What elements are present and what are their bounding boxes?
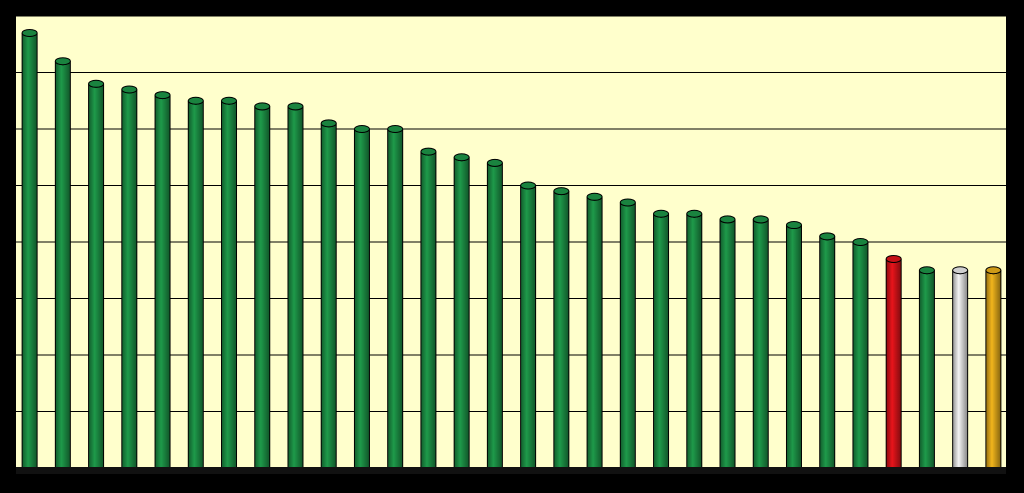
bar-cap bbox=[918, 266, 935, 275]
bar bbox=[985, 270, 1002, 469]
bar-cap bbox=[752, 215, 769, 224]
bar-cap bbox=[785, 221, 802, 230]
bar-cap bbox=[553, 187, 570, 196]
bar-cap bbox=[121, 85, 138, 94]
bar-cap bbox=[586, 192, 603, 201]
bar-cap bbox=[420, 147, 437, 156]
bar bbox=[121, 89, 138, 469]
bar bbox=[785, 224, 802, 469]
bar bbox=[88, 83, 105, 469]
bar-cap bbox=[819, 232, 836, 241]
bar-cap bbox=[154, 91, 171, 100]
bar bbox=[320, 123, 337, 469]
bar bbox=[586, 196, 603, 469]
bar-cap bbox=[387, 125, 404, 133]
bar bbox=[54, 61, 71, 469]
bar bbox=[752, 219, 769, 469]
bar bbox=[21, 32, 38, 469]
bar-cap bbox=[54, 57, 71, 66]
bar bbox=[221, 100, 238, 469]
bar-cap bbox=[287, 102, 304, 111]
bar-cap bbox=[453, 153, 470, 162]
bar-cap bbox=[254, 102, 271, 111]
bar-cap bbox=[353, 125, 370, 133]
bar bbox=[619, 202, 636, 469]
bar-cap bbox=[686, 209, 703, 218]
bar bbox=[719, 219, 736, 469]
bar bbox=[520, 185, 537, 469]
bar bbox=[420, 151, 437, 469]
bar-cap bbox=[952, 266, 969, 275]
bar bbox=[486, 162, 503, 469]
bar-cap bbox=[520, 181, 537, 190]
bar bbox=[686, 213, 703, 469]
bar bbox=[287, 106, 304, 469]
bar-cap bbox=[653, 209, 670, 218]
bar bbox=[819, 236, 836, 469]
bar bbox=[254, 106, 271, 469]
bar bbox=[187, 100, 204, 469]
bar-cap bbox=[221, 96, 238, 105]
bar-cap bbox=[21, 28, 38, 37]
bar bbox=[885, 258, 902, 469]
bar bbox=[918, 270, 935, 469]
bar bbox=[154, 94, 171, 469]
bar-cap bbox=[486, 158, 503, 167]
bar bbox=[453, 157, 470, 469]
bar-cap bbox=[985, 266, 1002, 275]
bar-cap bbox=[619, 198, 636, 207]
bar bbox=[553, 191, 570, 469]
bar bbox=[353, 128, 370, 469]
floor bbox=[16, 467, 1006, 474]
bar bbox=[852, 241, 869, 469]
bar-cap bbox=[852, 238, 869, 246]
bar-cap bbox=[885, 254, 902, 263]
bar-cap bbox=[187, 96, 204, 105]
bar-cap bbox=[88, 79, 105, 88]
bar bbox=[653, 213, 670, 469]
bar bbox=[952, 270, 969, 469]
bar-cap bbox=[719, 215, 736, 224]
bar-cap bbox=[320, 119, 337, 128]
bar bbox=[387, 128, 404, 469]
